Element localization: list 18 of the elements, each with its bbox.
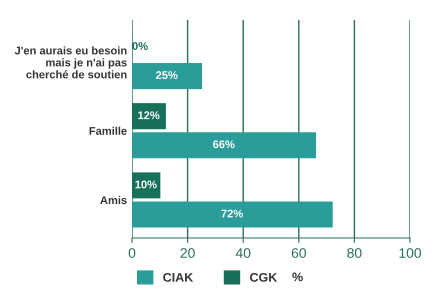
x-axis-title: % [292,272,303,282]
y-tick-label: J'en aurais eu besoin mais je n'ai pas cherché de soutien [14,46,127,78]
data-label: 0% [132,42,148,50]
x-tick-label: 60 [292,248,306,258]
x-tick-label: 40 [236,248,250,258]
x-tick-label: 0 [128,248,136,258]
x-tick-label: 100 [399,248,422,258]
data-label: 66% [213,140,235,148]
legend-label: CGK [250,272,278,282]
y-tick-label: Famille [90,126,127,135]
data-label: 10% [135,180,157,188]
y-tick-label: Amis [100,196,127,204]
x-tick-label: 80 [347,248,362,258]
data-label: 72% [221,210,243,218]
data-label: 12% [138,111,160,120]
legend-label: CIAK [163,272,194,282]
data-label: 25% [156,71,178,80]
x-tick-label: 20 [180,248,195,258]
